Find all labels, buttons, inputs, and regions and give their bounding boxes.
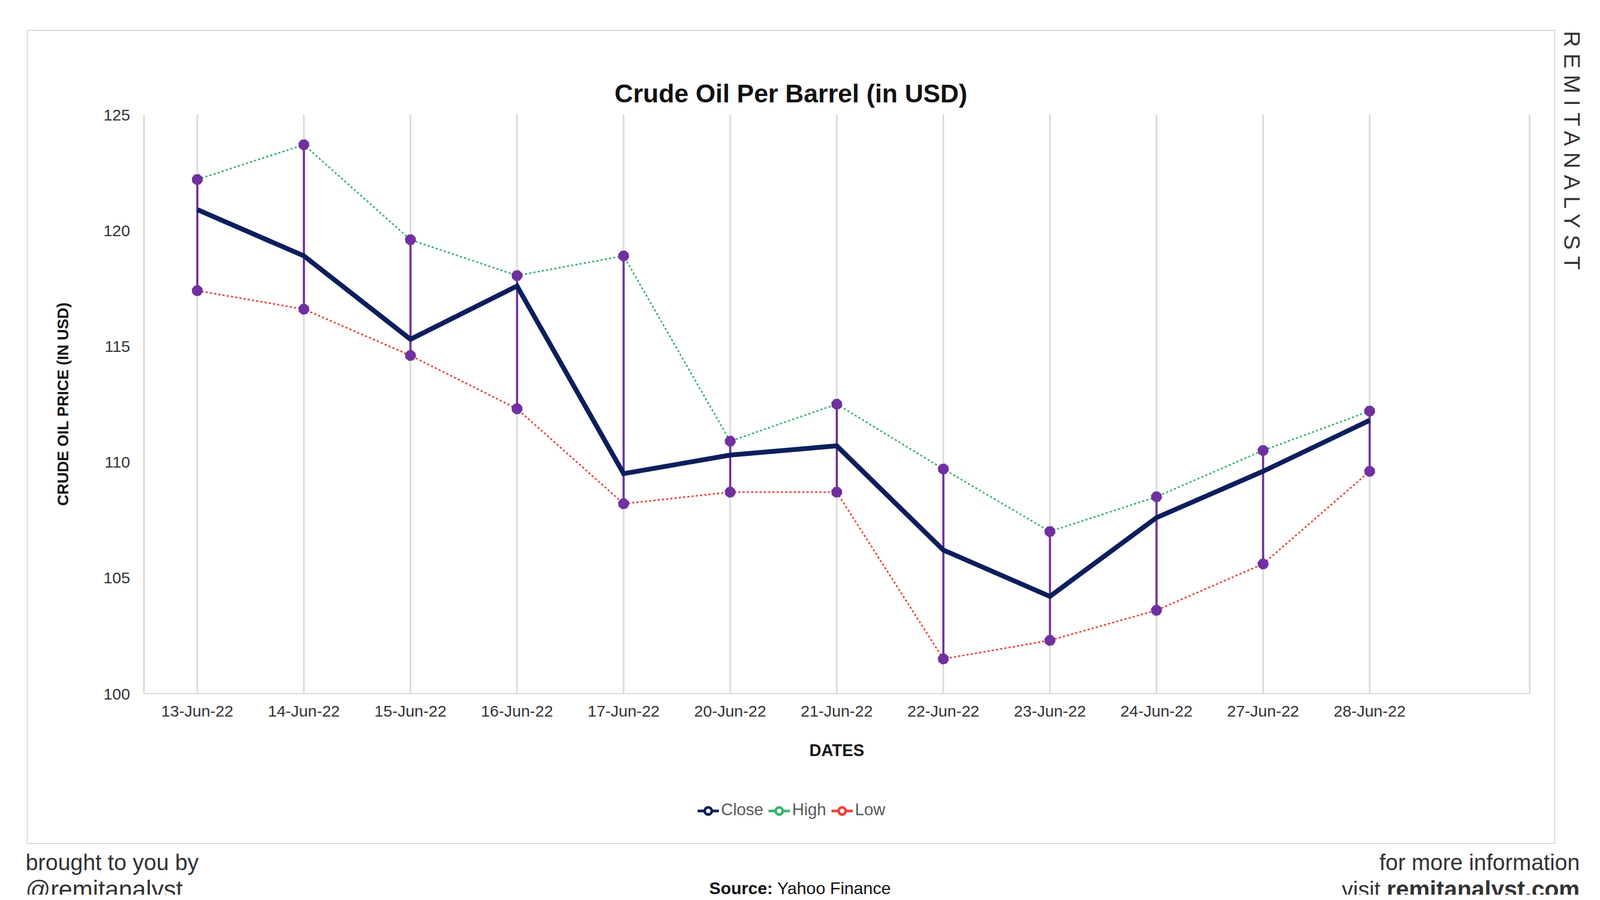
svg-text:105: 105 [103,569,131,587]
svg-text:CRUDE OIL PRICE (IN USD): CRUDE OIL PRICE (IN USD) [54,302,72,506]
svg-text:100: 100 [103,685,131,703]
svg-text:120: 120 [103,221,131,240]
svg-text:28-Jun-22: 28-Jun-22 [1333,702,1406,720]
svg-text:15-Jun-22: 15-Jun-22 [374,702,447,720]
html-text:REMITANALYST: REMITANALYST [1559,30,1585,277]
html-text:High: High [792,800,827,820]
html-text:Low: Low [854,800,886,820]
svg-text:17-Jun-22: 17-Jun-22 [587,702,660,720]
svg-text:115: 115 [104,337,131,356]
svg-text:27-Jun-22: 27-Jun-22 [1227,702,1300,720]
svg-text:125: 125 [103,106,131,124]
svg-text:20-Jun-22: 20-Jun-22 [694,702,767,720]
svg-text:24-Jun-22: 24-Jun-22 [1120,702,1193,720]
html-text:Source: Yahoo Finance: Source: Yahoo Finance [709,878,891,899]
svg-text:110: 110 [104,453,131,471]
svg-text:23-Jun-22: 23-Jun-22 [1013,702,1086,720]
svg-text:22-Jun-22: 22-Jun-22 [907,702,980,720]
html-text:for more information: for more information [1379,850,1580,876]
html-text:brought to you by: brought to you by [25,850,199,876]
html-text:Crude Oil Per Barrel (in USD): Crude Oil Per Barrel (in USD) [614,79,968,108]
svg-text:14-Jun-22: 14-Jun-22 [267,702,340,720]
svg-text:16-Jun-22: 16-Jun-22 [481,702,554,720]
html-text:Close: Close [721,800,764,820]
svg-text:DATES: DATES [809,741,865,760]
svg-text:13-Jun-22: 13-Jun-22 [161,702,234,720]
svg-text:21-Jun-22: 21-Jun-22 [800,702,873,720]
